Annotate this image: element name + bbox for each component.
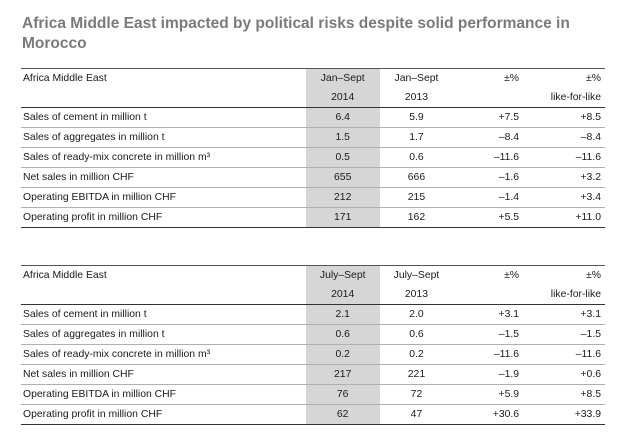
current-value: 0.5 bbox=[305, 147, 380, 168]
current-value: 2.1 bbox=[305, 304, 380, 325]
table-body: Sales of cement in million t 2.1 2.0 +3.1 +3… bbox=[21, 304, 605, 425]
current-value: 655 bbox=[305, 167, 380, 188]
current-value: 0.6 bbox=[305, 324, 380, 345]
prev-value: 162 bbox=[379, 207, 454, 228]
pct-change-value: +7.5 bbox=[453, 107, 526, 128]
prev-value: 221 bbox=[379, 364, 454, 385]
pct-change-value: +3.1 bbox=[453, 304, 526, 325]
prev-value: 215 bbox=[379, 187, 454, 208]
current-value: 62 bbox=[305, 404, 380, 425]
current-value: 212 bbox=[305, 187, 380, 208]
lfl-change-value: +11.0 bbox=[525, 207, 605, 228]
pct-change-value: –1.5 bbox=[453, 324, 526, 345]
results-table-jan-sept: Africa Middle East Jan–Sept Jan–Sept ±% … bbox=[21, 68, 605, 228]
table-row: Sales of cement in million t 2.1 2.0 +3.1 +3… bbox=[21, 304, 605, 325]
row-label: Operating profit in million CHF bbox=[21, 404, 306, 425]
table-row: Net sales in million CHF 217 221 –1.9 +0.6 bbox=[21, 364, 605, 385]
table-header-row: 2014 2013 like-for-like bbox=[21, 88, 605, 108]
lfl-change-value: –8.4 bbox=[525, 127, 605, 148]
pct-change-value: –1.6 bbox=[453, 167, 526, 188]
row-label: Net sales in million CHF bbox=[21, 167, 306, 188]
pct-change-value: –1.4 bbox=[453, 187, 526, 208]
prev-value: 2.0 bbox=[379, 304, 454, 325]
pct-change-value: –11.6 bbox=[453, 147, 526, 168]
current-value: 171 bbox=[305, 207, 380, 228]
region-label: Africa Middle East bbox=[21, 265, 306, 285]
pct-change-value: –8.4 bbox=[453, 127, 526, 148]
current-year-header: 2014 bbox=[305, 88, 380, 108]
prev-value: 666 bbox=[379, 167, 454, 188]
row-label: Operating EBITDA in million CHF bbox=[21, 384, 306, 405]
table-row: Sales of ready-mix concrete in million m… bbox=[21, 147, 605, 168]
prev-value: 1.7 bbox=[379, 127, 454, 148]
pct-change-value: –11.6 bbox=[453, 344, 526, 365]
current-value: 76 bbox=[305, 384, 380, 405]
table-header-row: Africa Middle East Jan–Sept Jan–Sept ±% … bbox=[21, 68, 605, 88]
pct-change-header: ±% bbox=[453, 68, 526, 88]
current-value: 0.2 bbox=[305, 344, 380, 365]
lfl-change-value: +3.1 bbox=[525, 304, 605, 325]
pct-change-value: –1.9 bbox=[453, 364, 526, 385]
prev-year-header: 2013 bbox=[379, 285, 454, 305]
table-row: Sales of ready-mix concrete in million m… bbox=[21, 344, 605, 365]
table-row: Net sales in million CHF 655 666 –1.6 +3.2 bbox=[21, 167, 605, 188]
table-row: Sales of aggregates in million t 1.5 1.7 –8… bbox=[21, 127, 605, 148]
current-value: 1.5 bbox=[305, 127, 380, 148]
prev-value: 0.2 bbox=[379, 344, 454, 365]
lfl-change-header: ±% bbox=[525, 265, 605, 285]
lfl-change-value: +8.5 bbox=[525, 384, 605, 405]
prev-period-header: Jan–Sept bbox=[379, 68, 454, 88]
prev-value: 47 bbox=[379, 404, 454, 425]
page-title: Africa Middle East impacted by political… bbox=[22, 15, 570, 52]
lfl-change-value: +3.2 bbox=[525, 167, 605, 188]
table-row: Operating EBITDA in million CHF 212 215 –1.… bbox=[21, 187, 605, 208]
current-period-header: July–Sept bbox=[305, 265, 380, 285]
prev-year-header: 2013 bbox=[379, 88, 454, 108]
table-header-row: 2014 2013 like-for-like bbox=[21, 285, 605, 305]
pct-change-value: +5.9 bbox=[453, 384, 526, 405]
row-label: Sales of ready-mix concrete in million m… bbox=[21, 147, 306, 168]
lfl-change-value: –11.6 bbox=[525, 344, 605, 365]
prev-value: 5.9 bbox=[379, 107, 454, 128]
lfl-change-header: ±% bbox=[525, 68, 605, 88]
region-label: Africa Middle East bbox=[21, 68, 306, 88]
current-period-header: Jan–Sept bbox=[305, 68, 380, 88]
row-label: Sales of ready-mix concrete in million m… bbox=[21, 344, 306, 365]
prev-value: 0.6 bbox=[379, 324, 454, 345]
row-label: Sales of aggregates in million t bbox=[21, 127, 306, 148]
row-label: Net sales in million CHF bbox=[21, 364, 306, 385]
lfl-change-value: –1.5 bbox=[525, 324, 605, 345]
current-year-header: 2014 bbox=[305, 285, 380, 305]
row-label: Sales of cement in million t bbox=[21, 107, 306, 128]
row-label: Sales of aggregates in million t bbox=[21, 324, 306, 345]
lfl-change-value: –11.6 bbox=[525, 147, 605, 168]
lfl-change-value: +3.4 bbox=[525, 187, 605, 208]
current-value: 217 bbox=[305, 364, 380, 385]
lfl-change-value: +8.5 bbox=[525, 107, 605, 128]
table-body: Sales of cement in million t 6.4 5.9 +7.5 +8… bbox=[21, 107, 605, 228]
pct-change-value: +5.5 bbox=[453, 207, 526, 228]
pct-change-value: +30.6 bbox=[453, 404, 526, 425]
lfl-change-value: +33.9 bbox=[525, 404, 605, 425]
pct-change-header: ±% bbox=[453, 265, 526, 285]
table-row: Operating EBITDA in million CHF 76 72 +5.9 +… bbox=[21, 384, 605, 405]
table-row: Sales of aggregates in million t 0.6 0.6 –1… bbox=[21, 324, 605, 345]
current-value: 6.4 bbox=[305, 107, 380, 128]
table-row: Operating profit in million CHF 62 47 +30.6… bbox=[21, 404, 605, 425]
prev-value: 72 bbox=[379, 384, 454, 405]
results-table-july-sept: Africa Middle East July–Sept July–Sept ±… bbox=[21, 265, 605, 425]
row-label: Sales of cement in million t bbox=[21, 304, 306, 325]
prev-value: 0.6 bbox=[379, 147, 454, 168]
prev-period-header: July–Sept bbox=[379, 265, 454, 285]
table-row: Operating profit in million CHF 171 162 +5.… bbox=[21, 207, 605, 228]
table-row: Sales of cement in million t 6.4 5.9 +7.5 +8… bbox=[21, 107, 605, 128]
row-label: Operating EBITDA in million CHF bbox=[21, 187, 306, 208]
row-label: Operating profit in million CHF bbox=[21, 207, 306, 228]
lfl-subheader: like-for-like bbox=[525, 285, 605, 305]
table-header-row: Africa Middle East July–Sept July–Sept ±… bbox=[21, 265, 605, 285]
lfl-change-value: +0.6 bbox=[525, 364, 605, 385]
lfl-subheader: like-for-like bbox=[525, 88, 605, 108]
